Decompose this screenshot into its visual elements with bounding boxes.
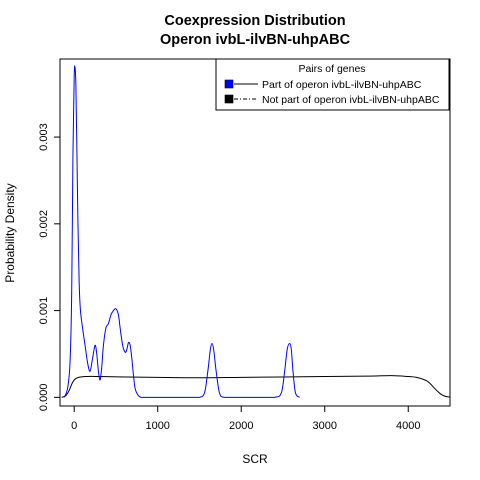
y-tick-label: 0.001 xyxy=(38,297,50,325)
x-tick-label: 1000 xyxy=(145,420,169,432)
legend-swatch-part-of-operon xyxy=(224,79,234,89)
legend-label-part-of-operon: Part of operon ivbL-ilvBN-uhpABC xyxy=(262,79,422,91)
x-tick-label: 4000 xyxy=(396,420,420,432)
y-tick-label: 0.002 xyxy=(38,210,50,238)
x-tick-label: 2000 xyxy=(229,420,253,432)
plot-frame xyxy=(59,58,451,407)
y-tick-label: 0.003 xyxy=(38,123,50,151)
chart-subtitle: Operon ivbL-ilvBN-uhpABC xyxy=(160,32,351,48)
legend-title: Pairs of genes xyxy=(298,63,365,75)
y-axis-label: Probability Density xyxy=(3,183,17,282)
x-axis-label: SCR xyxy=(242,452,268,466)
chart-title: Coexpression Distribution xyxy=(164,13,345,29)
x-tick-label: 3000 xyxy=(312,420,336,432)
plot-area: 0 1000 2000 3000 4000 0.000 0.001 0.002 0.003 xyxy=(38,58,451,432)
series-line-part-of-operon xyxy=(63,65,301,398)
legend-label-not-part-of-operon: Not part of operon ivbL-ilvBN-uhpABC xyxy=(262,94,440,106)
legend: Pairs of genes Part of operon ivbL-ilvBN… xyxy=(215,58,450,111)
series-line-not-part-of-operon xyxy=(61,375,451,398)
x-tick-label: 0 xyxy=(71,420,77,432)
y-tick-label: 0.000 xyxy=(38,384,50,412)
legend-swatch-not-part-of-operon xyxy=(224,94,234,104)
